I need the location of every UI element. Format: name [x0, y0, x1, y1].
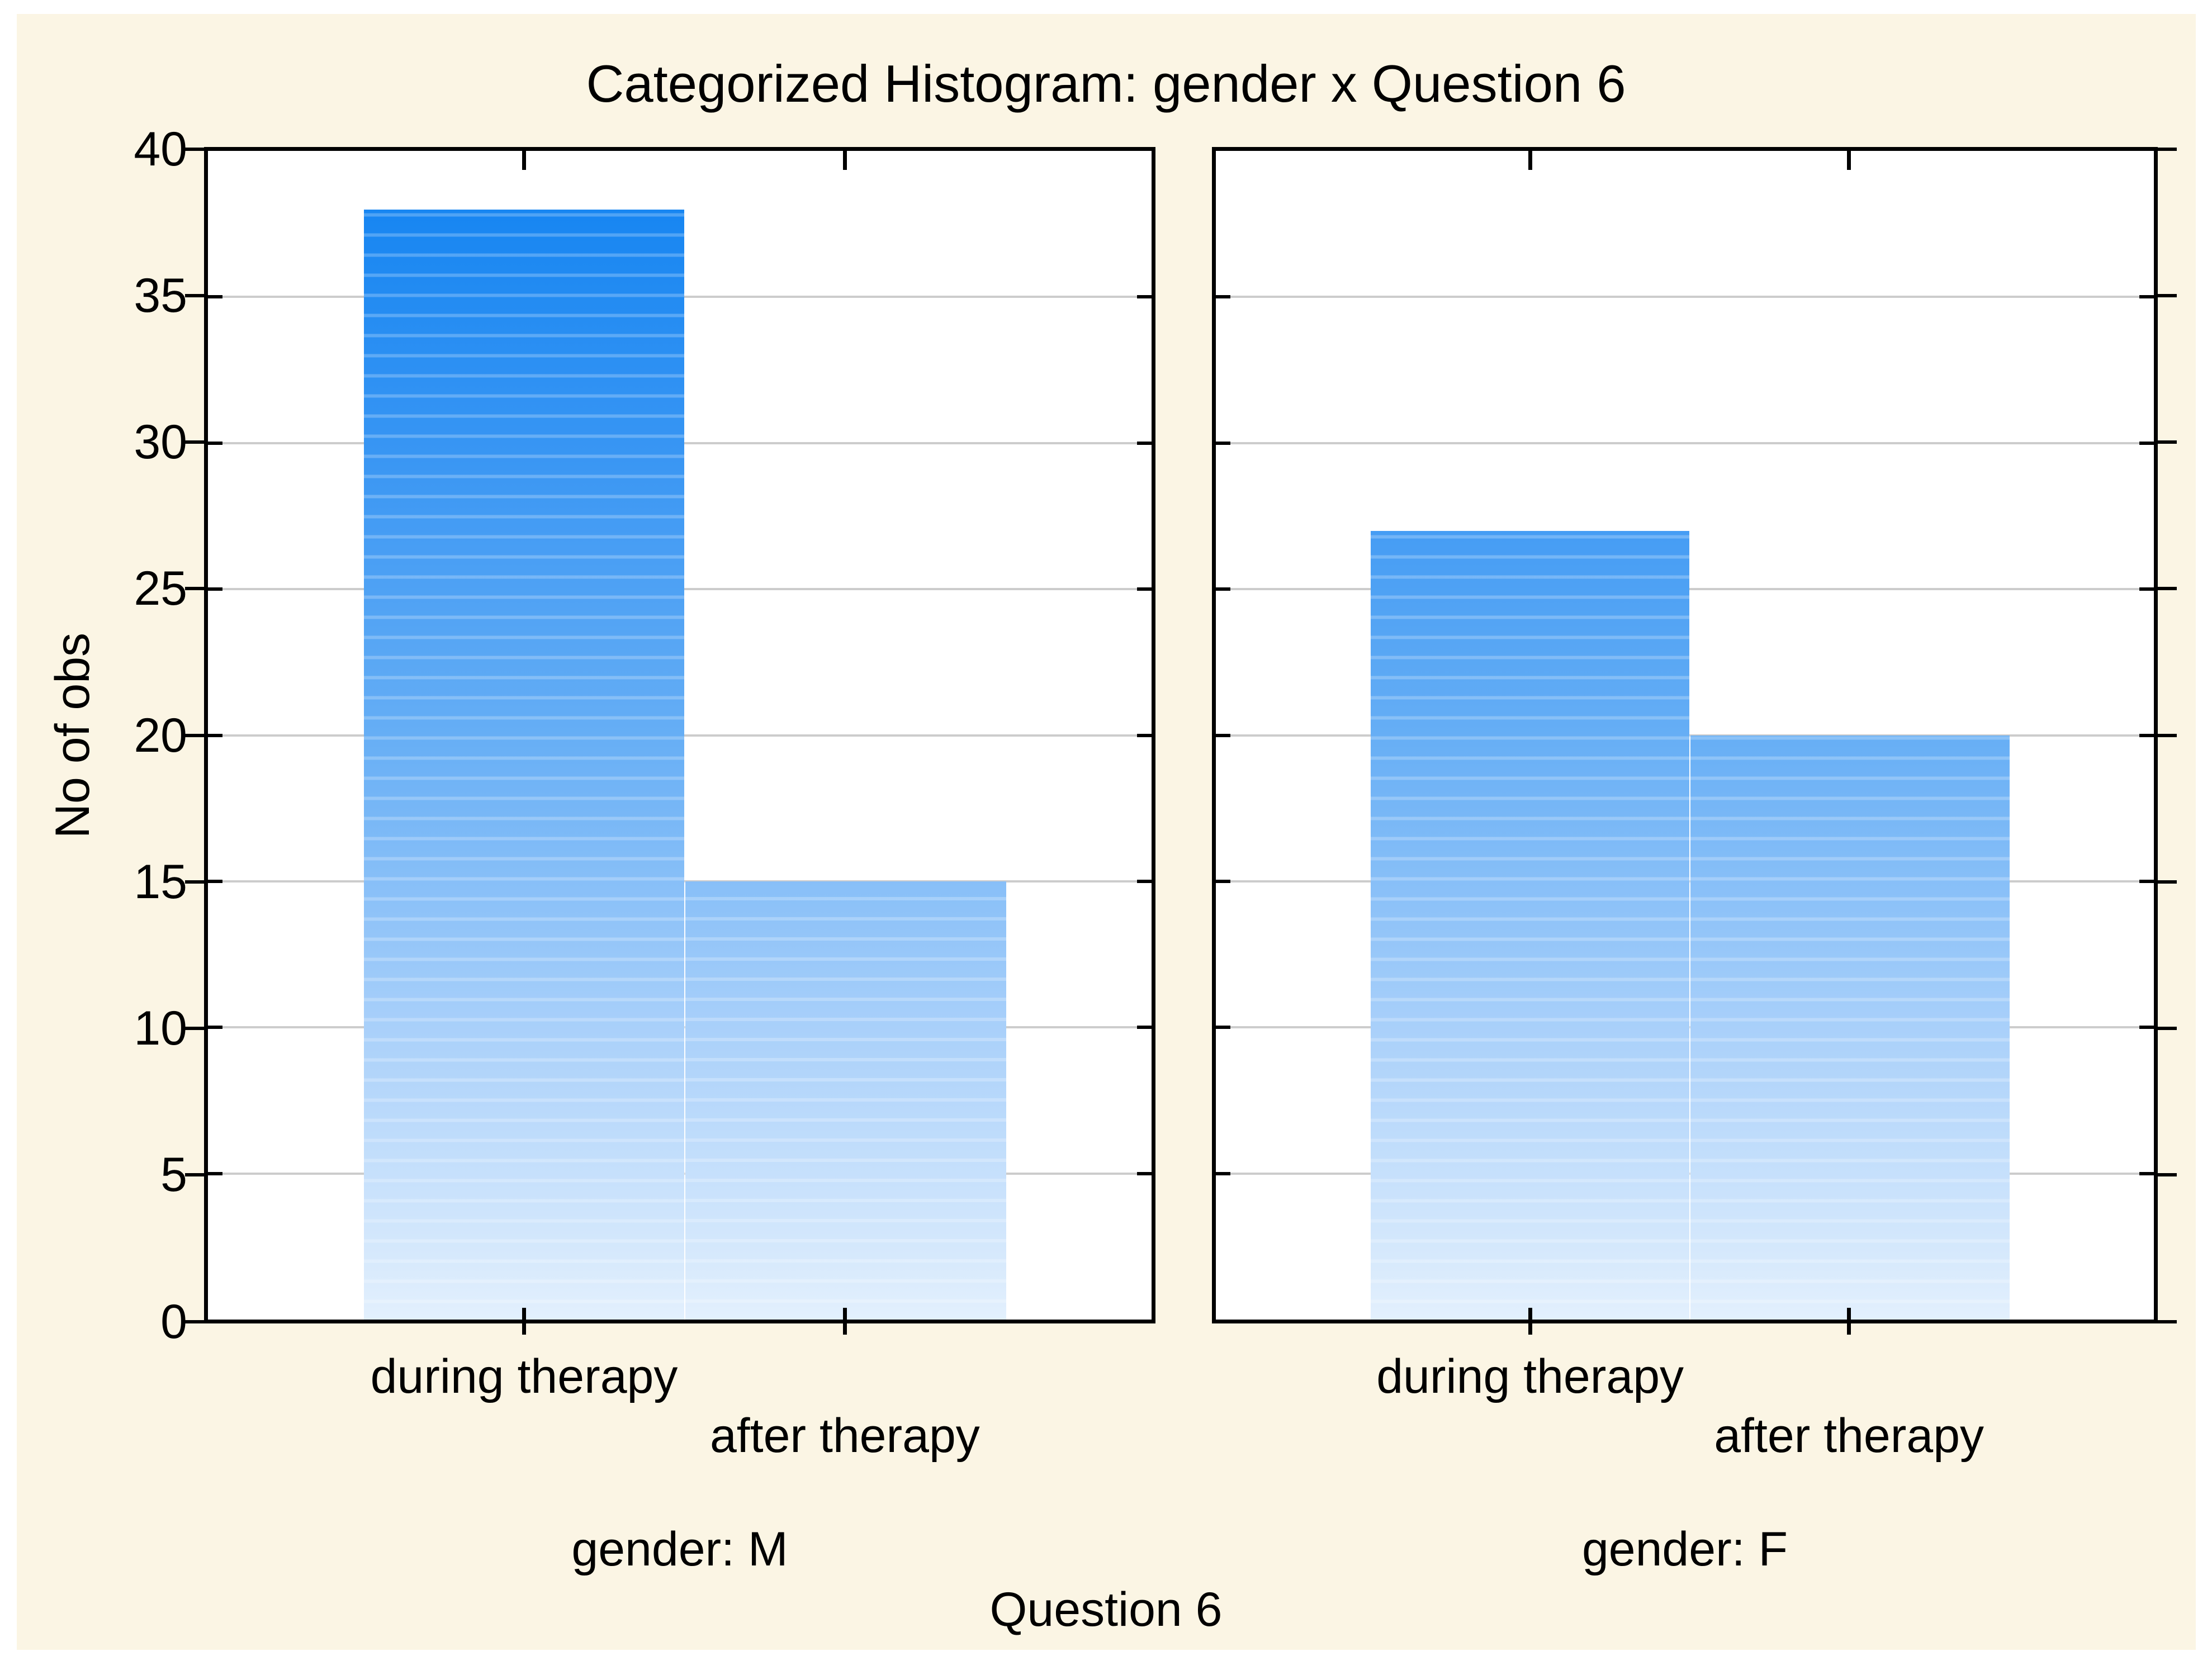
y-tick-outer-right	[2158, 880, 2177, 884]
category-tick-top	[842, 151, 847, 170]
category-tick-bottom	[842, 1308, 847, 1335]
y-tick-inner-left	[1216, 733, 1230, 737]
histogram-bar-during-therapy-f	[1370, 530, 1690, 1320]
category-label-after-therapy: after therapy	[1714, 1409, 1984, 1463]
y-tick-inner-right	[2139, 1026, 2154, 1029]
y-tick-outer-right	[2158, 293, 2177, 297]
y-tick-inner-right	[2139, 295, 2154, 299]
y-tick-outer-right	[2158, 1320, 2177, 1323]
y-tick-inner-left	[208, 587, 222, 591]
gridline-30	[1216, 442, 2154, 444]
y-tick-inner-left	[208, 1026, 222, 1029]
y-tick-outer-right	[2158, 440, 2177, 444]
y-tick-inner-right	[1137, 733, 1152, 737]
y-tick-inner-right	[2139, 733, 2154, 737]
y-tick-inner-left	[208, 295, 222, 299]
category-tick-bottom	[1847, 1308, 1851, 1335]
panel-gender-m	[204, 147, 1155, 1335]
category-tick-bottom	[1528, 1308, 1532, 1335]
y-tick-inner-right	[1137, 441, 1152, 445]
y-tick-label-25: 25	[134, 562, 187, 616]
y-tick-outer-right	[2158, 147, 2177, 151]
y-tick-label-5: 5	[160, 1148, 187, 1202]
y-tick-inner-right	[2139, 441, 2154, 445]
y-tick-inner-right	[1137, 587, 1152, 591]
y-tick-inner-left	[1216, 1026, 1230, 1029]
chart-title: Categorized Histogram: gender x Question…	[586, 54, 1626, 113]
category-tick-top	[1847, 151, 1851, 170]
y-tick-outer-left	[185, 440, 204, 444]
y-tick-outer-left	[185, 293, 204, 297]
category-tick-top	[522, 151, 526, 170]
y-tick-label-0: 0	[160, 1294, 187, 1349]
category-tick-top	[1528, 151, 1532, 170]
y-tick-outer-left	[185, 587, 204, 591]
y-tick-outer-right	[2158, 1173, 2177, 1177]
y-tick-label-30: 30	[134, 415, 187, 469]
category-label-during-therapy: during therapy	[1376, 1350, 1684, 1403]
category-label-during-therapy: during therapy	[370, 1350, 678, 1403]
y-tick-inner-right	[2139, 1171, 2154, 1175]
y-tick-inner-right	[2139, 879, 2154, 883]
gender-label-m: gender: M	[571, 1522, 788, 1576]
category-label-after-therapy: after therapy	[709, 1409, 980, 1463]
y-tick-inner-right	[1137, 879, 1152, 883]
panel-gender-f	[1212, 147, 2158, 1335]
y-tick-label-35: 35	[134, 268, 187, 322]
y-tick-outer-right	[2158, 587, 2177, 591]
category-tick-bottom	[522, 1308, 526, 1335]
histogram-bar-after-therapy-m	[684, 881, 1007, 1320]
y-tick-inner-left	[1216, 1171, 1230, 1175]
y-tick-inner-right	[2139, 587, 2154, 591]
x-axis-title: Question 6	[989, 1583, 1223, 1636]
y-tick-outer-left	[185, 1173, 204, 1177]
y-tick-outer-left	[185, 1320, 204, 1323]
y-tick-outer-left	[185, 1027, 204, 1030]
y-tick-inner-left	[208, 1171, 222, 1175]
y-tick-label-10: 10	[134, 1002, 187, 1055]
y-tick-outer-left	[185, 733, 204, 737]
gridline-35	[1216, 296, 2154, 298]
y-tick-outer-right	[2158, 1027, 2177, 1030]
y-tick-inner-left	[208, 441, 222, 445]
y-tick-inner-left	[208, 733, 222, 737]
y-tick-inner-right	[1137, 1026, 1152, 1029]
histogram-bar-after-therapy-f	[1689, 735, 2010, 1320]
y-tick-inner-right	[1137, 1171, 1152, 1175]
y-tick-outer-left	[185, 147, 204, 151]
gender-label-f: gender: F	[1581, 1522, 1788, 1576]
y-tick-outer-left	[185, 880, 204, 884]
y-tick-label-40: 40	[134, 122, 187, 176]
histogram-bar-during-therapy-m	[363, 209, 685, 1320]
y-tick-inner-left	[208, 879, 222, 883]
y-tick-label-20: 20	[134, 708, 187, 762]
y-tick-inner-left	[1216, 879, 1230, 883]
y-tick-outer-right	[2158, 733, 2177, 737]
y-tick-inner-left	[1216, 295, 1230, 299]
y-tick-label-15: 15	[134, 855, 187, 909]
y-tick-inner-left	[1216, 587, 1230, 591]
y-tick-inner-left	[1216, 441, 1230, 445]
y-tick-inner-right	[1137, 295, 1152, 299]
